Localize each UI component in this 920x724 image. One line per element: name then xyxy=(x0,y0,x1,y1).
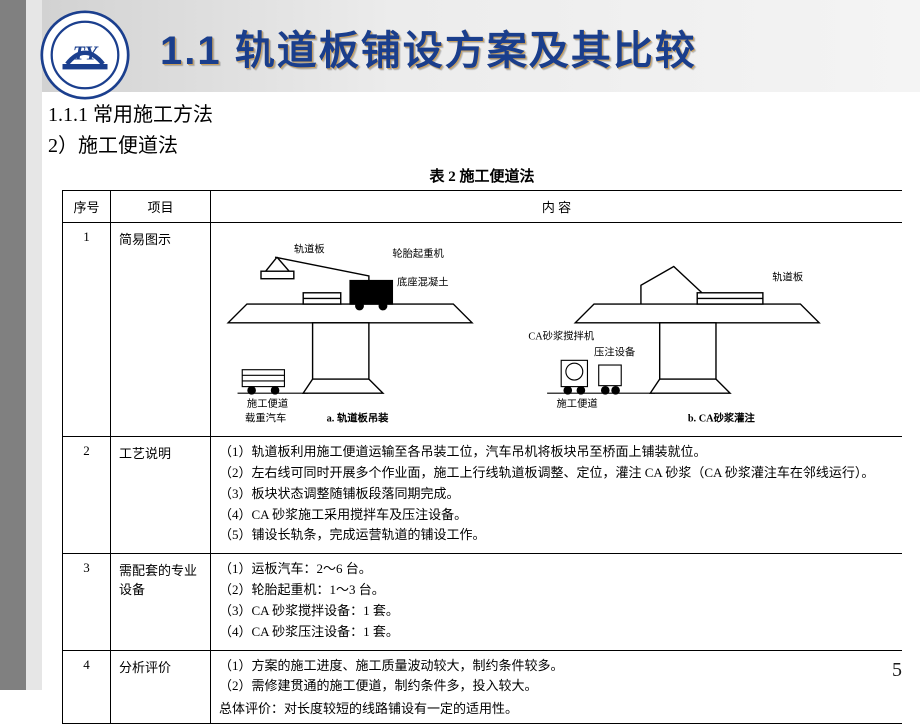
label-caption-a: a. 轨道板吊装 xyxy=(327,411,389,424)
table-header-row: 序号 项目 内 容 xyxy=(63,191,903,223)
table-row: 1 简易图示 xyxy=(63,223,903,437)
content-line: （2）左右线可同时开展多个作业面，施工上行线轨道板调整、定位，灌注 CA 砂浆（… xyxy=(219,464,894,483)
content-line: （3）CA 砂浆搅拌设备：1 套。 xyxy=(219,602,894,621)
th-seq: 序号 xyxy=(63,191,111,223)
cell-content: （1）方案的施工进度、施工质量波动较大，制约条件较多。 （2）需修建贯通的施工便… xyxy=(211,650,903,724)
cell-content: （1）运板汽车：2～6 台。 （2）轮胎起重机：1～3 台。 （3）CA 砂浆搅… xyxy=(211,554,903,650)
label-tire-crane: 轮胎起重机 xyxy=(392,247,444,260)
cell-seq: 4 xyxy=(63,650,111,724)
content-line: （4）CA 砂浆施工采用搅拌车及压注设备。 xyxy=(219,506,894,525)
label-ca-mixer: CA砂浆搅拌机 xyxy=(528,330,594,343)
institution-logo: TY xyxy=(40,10,130,100)
cell-item: 需配套的专业设备 xyxy=(111,554,211,650)
left-strip-dark xyxy=(0,0,26,690)
content-line: （2）轮胎起重机：1～3 台。 xyxy=(219,581,894,600)
content-line: （1）轨道板利用施工便道运输至各吊装工位，汽车吊机将板块吊至桥面上铺装就位。 xyxy=(219,443,894,462)
th-item: 项目 xyxy=(111,191,211,223)
subtitle-block: 1.1.1 常用施工方法 2）施工便道法 xyxy=(48,100,213,162)
cell-seq: 1 xyxy=(63,223,111,437)
table-caption: 表 2 施工便道法 xyxy=(62,165,902,186)
page-title: 1.1 轨道板铺设方案及其比较 xyxy=(160,18,697,76)
table-row: 4 分析评价 （1）方案的施工进度、施工质量波动较大，制约条件较多。 （2）需修… xyxy=(63,650,903,724)
content-line: （2）需修建贯通的施工便道，制约条件多，投入较大。 xyxy=(219,677,894,696)
label-base-concrete: 底座混凝土 xyxy=(397,275,448,288)
cell-seq: 2 xyxy=(63,437,111,554)
subtitle-line-1: 1.1.1 常用施工方法 xyxy=(48,100,213,131)
cell-diagram: 轨道板 轮胎起重机 底座混凝土 施工便道 载重汽车 a. 轨道板吊装 xyxy=(211,223,903,437)
content-line: （3）板块状态调整随铺板段落同期完成。 xyxy=(219,485,894,504)
table-row: 2 工艺说明 （1）轨道板利用施工便道运输至各吊装工位，汽车吊机将板块吊至桥面上… xyxy=(63,437,903,554)
table-wrap: 表 2 施工便道法 序号 项目 内 容 1 简易图示 xyxy=(62,165,902,724)
label-inject: 压注设备 xyxy=(594,346,636,359)
cell-seq: 3 xyxy=(63,554,111,650)
label-caption-b: b. CA砂浆灌注 xyxy=(688,411,756,424)
cell-item: 分析评价 xyxy=(111,650,211,724)
label-service-road-b: 施工便道 xyxy=(557,397,598,410)
th-content: 内 容 xyxy=(211,191,903,223)
svg-text:TY: TY xyxy=(73,43,99,65)
diagram-svg: 轨道板 轮胎起重机 底座混凝土 施工便道 载重汽车 a. 轨道板吊装 xyxy=(219,229,894,426)
label-truck: 载重汽车 xyxy=(245,411,286,424)
content-line: （4）CA 砂浆压注设备：1 套。 xyxy=(219,623,894,642)
cell-item: 简易图示 xyxy=(111,223,211,437)
page-number: 5 xyxy=(892,659,902,682)
label-track-slab-a: 轨道板 xyxy=(294,242,325,255)
table-row: 3 需配套的专业设备 （1）运板汽车：2～6 台。 （2）轮胎起重机：1～3 台… xyxy=(63,554,903,650)
content-summary: 总体评价：对长度较短的线路铺设有一定的适用性。 xyxy=(219,698,894,717)
label-track-slab-b: 轨道板 xyxy=(772,271,803,284)
content-line: （5）铺设长轨条，完成运营轨道的铺设工作。 xyxy=(219,526,894,545)
cell-item: 工艺说明 xyxy=(111,437,211,554)
label-service-road-a: 施工便道 xyxy=(247,397,288,410)
content-line: （1）方案的施工进度、施工质量波动较大，制约条件较多。 xyxy=(219,657,894,676)
cell-content: （1）轨道板利用施工便道运输至各吊装工位，汽车吊机将板块吊至桥面上铺装就位。 （… xyxy=(211,437,903,554)
method-table: 序号 项目 内 容 1 简易图示 xyxy=(62,190,902,724)
content-line: （1）运板汽车：2～6 台。 xyxy=(219,560,894,579)
left-strip-light xyxy=(26,0,42,690)
subtitle-line-2: 2）施工便道法 xyxy=(48,131,213,162)
